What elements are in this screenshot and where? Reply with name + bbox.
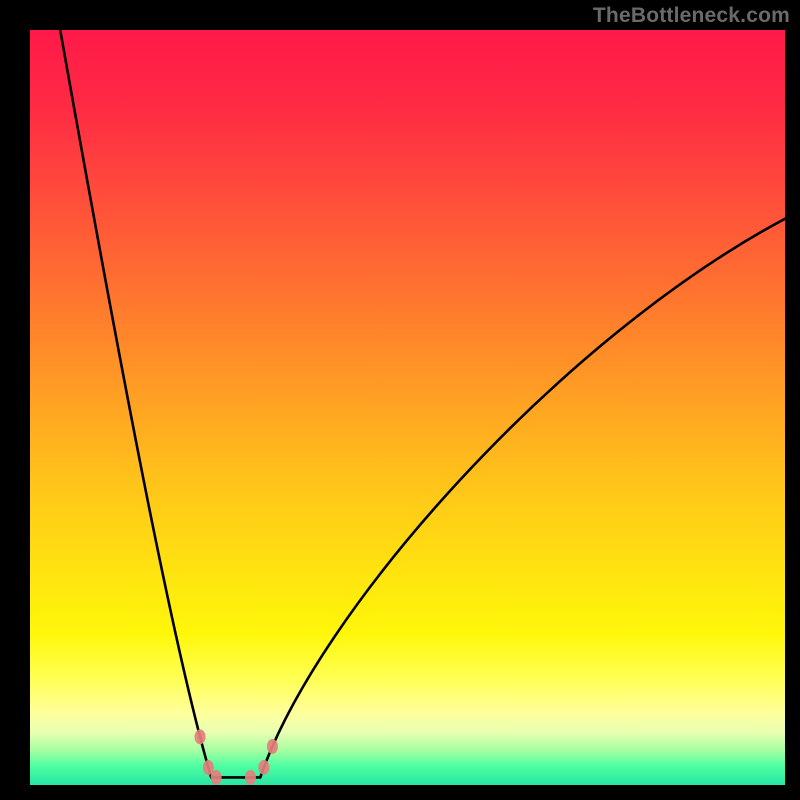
highlight-marker [211, 770, 222, 785]
highlight-marker [258, 760, 269, 775]
bottleneck-chart [0, 0, 800, 800]
highlight-marker [267, 739, 278, 754]
highlight-marker [195, 729, 206, 744]
plot-area [30, 30, 785, 785]
highlight-marker [245, 770, 256, 785]
watermark-text: TheBottleneck.com [593, 4, 790, 28]
gradient-fill [30, 30, 785, 785]
stage: TheBottleneck.com [0, 0, 800, 800]
